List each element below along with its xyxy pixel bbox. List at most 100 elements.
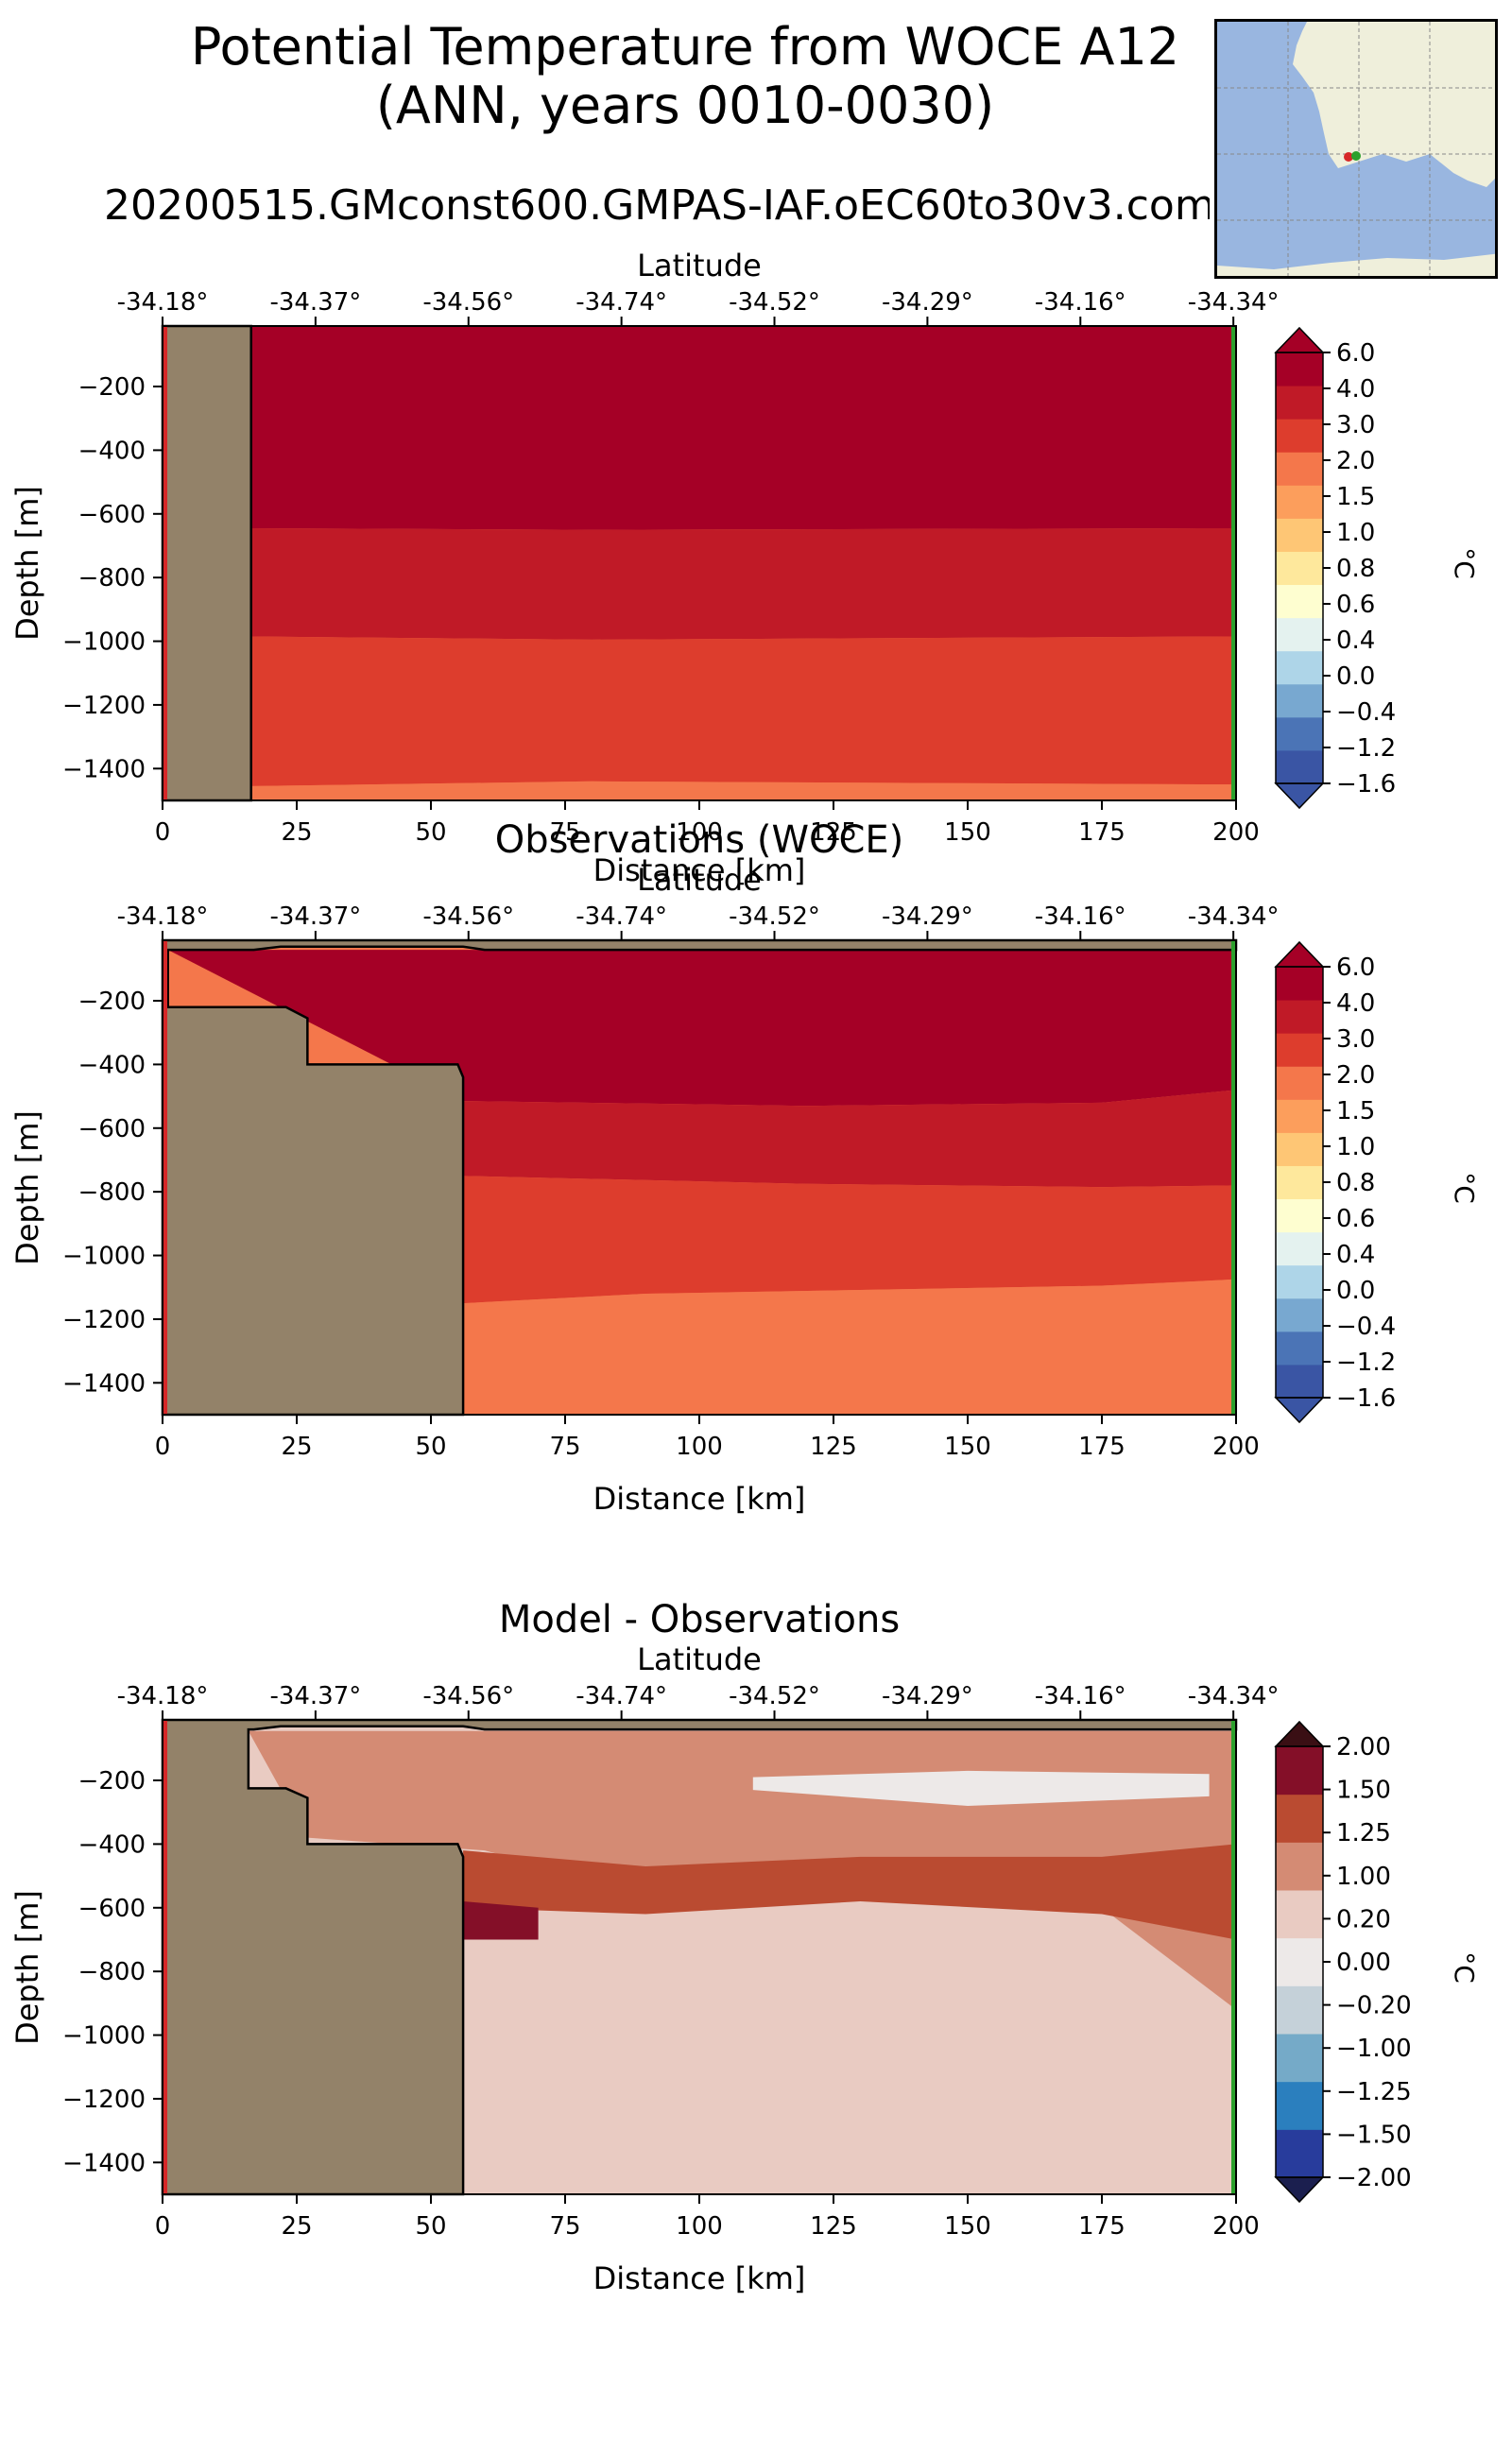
panel-title: Model - Observations [499,1598,900,1641]
colorbar-segment [1276,1066,1323,1100]
latitude-axis-label: Latitude [637,248,762,284]
latitude-tick: -34.52° [729,1682,820,1710]
x-axis-label: Distance [km] [593,852,806,888]
inset-madagascar-land [1458,26,1491,97]
y-tick-label: −800 [78,1178,146,1207]
colorbar-segment [1276,650,1323,685]
colorbar-tick-label: 0.6 [1336,1205,1375,1233]
colorbar-tick-label: 1.0 [1336,519,1375,547]
colorbar-tick-label: 0.8 [1336,1169,1375,1197]
colorbar-segment [1276,485,1323,519]
latitude-tick: -34.18° [117,902,209,931]
colorbar-extend-max [1274,940,1325,968]
colorbar-segment [1276,1842,1323,1891]
x-tick-label: 150 [944,2212,991,2241]
y-tick-label: −1000 [62,2022,146,2051]
x-tick-label: 175 [1078,1433,1125,1461]
latitude-tick: -34.34° [1188,902,1280,931]
x-tick-label: 25 [281,818,312,847]
colorbar-tick-label: −1.00 [1336,2035,1412,2063]
colorbar-segment [1276,1264,1323,1299]
latitude-tick: -34.29° [882,288,973,317]
contour-band [250,781,1237,800]
latitude-tick: -34.56° [422,1682,514,1710]
colorbar-segment [1276,1165,1323,1200]
figure-title-line2: (ANN, years 0010-0030) [375,76,995,135]
colorbar-label: °C [1449,547,1480,579]
colorbar-tick-label: 0.0 [1336,1277,1375,1305]
colorbar-tick-label: 2.0 [1336,447,1375,475]
colorbar: −1.6 −1.2 −0.4 0.0 0.4 0.6 0.8 1.0 1.5 2.0 3.0 4.0 6… [1274,326,1396,810]
y-tick-label: −800 [78,1958,146,1986]
latitude-tick: -34.16° [1035,902,1126,931]
colorbar-tick-label: 6.0 [1336,954,1375,982]
latitude-tick: -34.56° [422,288,514,317]
colorbar-segment [1276,1331,1323,1366]
colorbar-tick-label: 4.0 [1336,375,1375,404]
figure-title-line1: Potential Temperature from WOCE A12 [190,17,1180,77]
x-tick-label: 150 [944,1433,991,1461]
inset-section-start-marker [1344,152,1353,162]
colorbar-segment [1276,518,1323,552]
panel-model: Latitude -34.18° -34.37° -34.56° -34.74°… [9,248,1480,888]
colorbar-tick-label: 2.0 [1336,1061,1375,1090]
latitude-tick: -34.34° [1188,1682,1280,1710]
x-tick-label: 25 [281,2212,312,2241]
colorbar-tick-label: 1.50 [1336,1777,1391,1805]
colorbar-segment [1276,551,1323,586]
y-tick-label: −400 [78,437,146,465]
latitude-axis-label: Latitude [637,862,762,898]
contour-band [463,1901,539,1940]
inset-antarctica-land [1217,253,1495,276]
x-tick-label: 25 [281,1433,312,1461]
colorbar-segment [1276,1746,1323,1796]
plot-area [161,324,1237,802]
y-tick-label: −1000 [62,628,146,657]
colorbar-extend-max [1274,326,1325,353]
run-name-title: 20200515.GMconst600.GMPAS-IAF.oEC60to30v… [104,181,1210,230]
y-tick-label: −1400 [62,1369,146,1398]
latitude-tick: -34.18° [117,1682,209,1710]
colorbar-tick-label: 4.0 [1336,989,1375,1018]
x-tick-label: 100 [676,1433,723,1461]
latitude-ticks: -34.18° -34.37° -34.56° -34.74° -34.52° -34.2… [117,902,1280,931]
x-tick-label: 125 [810,2212,857,2241]
x-tick-label: 50 [415,1433,446,1461]
x-tick-label: 0 [155,1433,171,1461]
colorbar-segment [1276,2034,1323,2083]
y-tick-label: −1000 [62,1243,146,1271]
contour-band [752,1770,1210,1806]
colorbar-tick-label: 0.0 [1336,662,1375,691]
y-tick-label: −1200 [62,2086,146,2114]
x-tick-label: 50 [415,818,446,847]
y-tick-label: −1400 [62,755,146,783]
colorbar-tick-label: 0.20 [1336,1905,1391,1933]
y-axis-label: Depth [m] [9,1110,45,1265]
latitude-ticks: -34.18° -34.37° -34.56° -34.74° -34.52° -34.2… [117,1682,1280,1710]
colorbar: −1.6 −1.2 −0.4 0.0 0.4 0.6 0.8 1.0 1.5 2.0 3.0 4.0 6… [1274,940,1396,1424]
land-mask [161,324,252,802]
colorbar-segment [1276,1231,1323,1266]
colorbar-segment [1276,1890,1323,1939]
colorbar-segment [1276,716,1323,751]
y-axis-label: Depth [m] [9,486,45,641]
inset-map-svg [1217,22,1495,276]
y-tick-label: −200 [78,373,146,402]
colorbar-tick-label: 3.0 [1336,1025,1375,1054]
colorbar-tick-label: 0.4 [1336,1241,1375,1269]
plot-area [161,938,1238,1417]
colorbar-tick-label: 0.4 [1336,627,1375,655]
contour-band [463,1844,1237,1940]
latitude-tick: -34.37° [269,288,361,317]
contour-band [463,1279,1237,1415]
x-tick-label: 0 [155,2212,171,2241]
x-tick-label: 0 [155,818,171,847]
colorbar-segment [1276,452,1323,486]
x-axis-label: Distance [km] [593,1481,806,1517]
latitude-tick: -34.74° [576,902,667,931]
colorbar-segment [1276,1794,1323,1843]
colorbar-tick-label: −2.00 [1336,2164,1412,2192]
colorbar-segment [1276,2081,1323,2130]
x-tick-label: 175 [1078,2212,1125,2241]
land-mask [161,938,1238,1417]
